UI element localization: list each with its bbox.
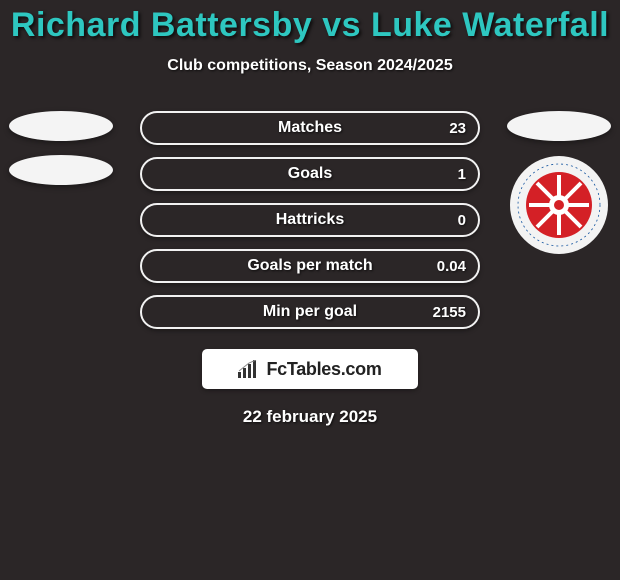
stat-label: Min per goal	[263, 303, 357, 321]
right-placeholder-1	[507, 111, 611, 141]
stat-row-goals-per-match: Goals per match 0.04	[140, 249, 480, 283]
stat-label: Matches	[278, 119, 342, 137]
stat-right-value: 1	[458, 166, 466, 183]
stat-right-value: 2155	[433, 304, 466, 321]
stat-row-matches: Matches 23	[140, 111, 480, 145]
stat-right-value: 23	[449, 120, 466, 137]
stat-label: Hattricks	[276, 211, 344, 229]
date-label: 22 february 2025	[243, 407, 377, 427]
stat-label: Goals per match	[247, 257, 372, 275]
stats-column: Matches 23 Goals 1 Hattricks 0 Goals per…	[130, 111, 490, 329]
brand-box: FcTables.com	[202, 349, 418, 389]
club-badge-svg	[509, 155, 609, 255]
bar-chart-icon	[238, 360, 260, 378]
left-placeholder-2	[9, 155, 113, 185]
brand-text: FcTables.com	[266, 359, 381, 380]
stat-right-value: 0.04	[437, 258, 466, 275]
page-title: Richard Battersby vs Luke Waterfall	[0, 6, 620, 45]
subtitle: Club competitions, Season 2024/2025	[0, 57, 620, 75]
right-player-col	[506, 111, 612, 255]
left-player-col	[8, 111, 114, 185]
left-placeholder-1	[9, 111, 113, 141]
stat-label: Goals	[288, 165, 332, 183]
stat-row-min-per-goal: Min per goal 2155	[140, 295, 480, 329]
stat-row-goals: Goals 1	[140, 157, 480, 191]
club-badge	[509, 155, 609, 255]
stat-row-hattricks: Hattricks 0	[140, 203, 480, 237]
comparison-row: Matches 23 Goals 1 Hattricks 0 Goals per…	[0, 111, 620, 329]
footer: FcTables.com 22 february 2025	[0, 349, 620, 427]
stat-right-value: 0	[458, 212, 466, 229]
